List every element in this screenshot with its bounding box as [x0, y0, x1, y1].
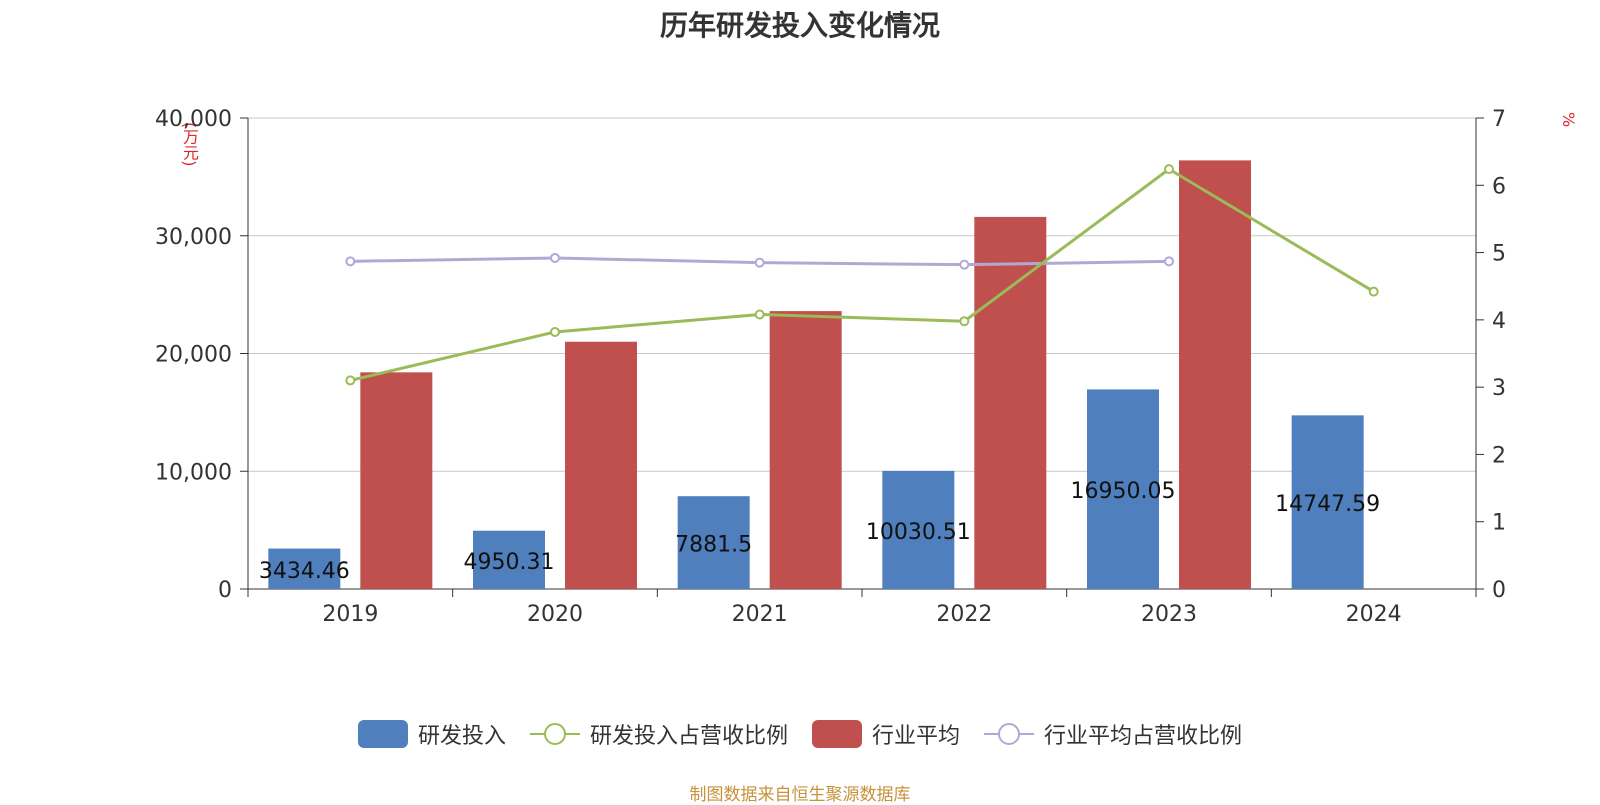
legend-item-rd[interactable]: 研发投入: [357, 718, 506, 750]
legend-item-industry[interactable]: 行业平均: [812, 718, 960, 750]
bar-rd-2020: [473, 530, 545, 589]
bar-rd-2022: [882, 470, 955, 589]
bar-industry-2021: [769, 311, 842, 589]
bar-industry-2020: [565, 341, 637, 589]
bar-industry-2023: [1179, 160, 1251, 589]
point-rd-ratio-2020: [550, 326, 560, 337]
right-axis-tick-label: 6: [1492, 174, 1506, 199]
point-rd-ratio-2022: [959, 316, 970, 327]
x-axis-tick-label: 2022: [936, 602, 992, 627]
legend-label-rd-ratio: 研发投入占营收比例: [589, 724, 788, 749]
point-rd-ratio-2019: [345, 375, 356, 386]
right-axis-tick-label: 2: [1492, 443, 1506, 468]
legend-item-industry-ratio[interactable]: 行业平均占营收比例: [984, 718, 1242, 750]
x-axis-tick-label: 2021: [732, 602, 788, 627]
legend-swatch-industry: [812, 720, 862, 748]
x-axis-tick-label: 2023: [1141, 602, 1197, 627]
point-industry-ratio-2022: [959, 259, 970, 270]
data-label-rd-2022: 10030.51: [866, 520, 971, 545]
legend-item-rd-ratio[interactable]: 研发投入占营收比例: [529, 718, 788, 750]
right-axis-tick-label: 3: [1492, 376, 1506, 401]
point-rd-ratio-2021: [754, 309, 765, 320]
point-industry-ratio-2020: [550, 252, 560, 263]
left-axis-tick-label: 10,000: [155, 460, 232, 485]
x-axis-tick-label: 2024: [1346, 602, 1402, 627]
point-rd-ratio-2024: [1368, 286, 1379, 297]
data-label-rd-2023: 16950.05: [1071, 479, 1176, 504]
right-axis-tick-label: 0: [1492, 578, 1506, 603]
data-source-note: 制图数据来自恒生聚源数据库: [689, 785, 911, 805]
right-axis-tick-label: 4: [1492, 309, 1506, 334]
legend-label-industry-ratio: 行业平均占营收比例: [1044, 724, 1243, 749]
left-axis-unit: (万元): [180, 122, 199, 167]
data-label-rd-2019: 3434.46: [259, 559, 350, 584]
left-axis-tick-label: 40,000: [155, 107, 232, 132]
point-industry-ratio-2023: [1164, 256, 1174, 267]
chart-title: 历年研发投入变化情况: [659, 9, 940, 42]
x-axis-tick-label: 2020: [527, 602, 583, 627]
right-axis-tick-label: 1: [1492, 511, 1506, 536]
legend-swatch-rd: [357, 720, 408, 748]
data-label-rd-2024: 14747.59: [1275, 492, 1380, 517]
legend-line-rd-ratio: [529, 723, 580, 745]
bar-industry-2019: [360, 372, 433, 589]
line-rd-ratio: [349, 167, 1375, 382]
bar-industry-2022: [974, 216, 1047, 589]
chart-legend: 研发投入 研发投入占营收比例 行业平均 行业平均占营收比例: [0, 718, 1600, 750]
right-axis-tick-label: 5: [1492, 242, 1506, 267]
x-axis-tick-label: 2019: [322, 602, 378, 627]
point-industry-ratio-2021: [754, 257, 765, 268]
legend-label-rd: 研发投入: [417, 724, 506, 749]
left-axis-tick-label: 0: [218, 578, 232, 603]
legend-line-industry-ratio: [984, 723, 1035, 745]
right-axis-tick-label: 7: [1492, 107, 1506, 132]
data-label-rd-2020: 4950.31: [464, 550, 555, 575]
left-axis-tick-label: 30,000: [155, 225, 232, 250]
bar-rd-2019: [268, 548, 341, 589]
bar-rd-2021: [677, 496, 750, 589]
left-axis-tick-label: 20,000: [155, 343, 232, 368]
bar-rd-2023: [1087, 389, 1159, 589]
bar-rd-2024: [1291, 415, 1364, 589]
point-rd-ratio-2023: [1164, 164, 1174, 175]
point-industry-ratio-2019: [345, 256, 356, 267]
legend-label-industry: 行业平均: [872, 724, 961, 749]
data-label-rd-2021: 7881.5: [675, 533, 752, 558]
